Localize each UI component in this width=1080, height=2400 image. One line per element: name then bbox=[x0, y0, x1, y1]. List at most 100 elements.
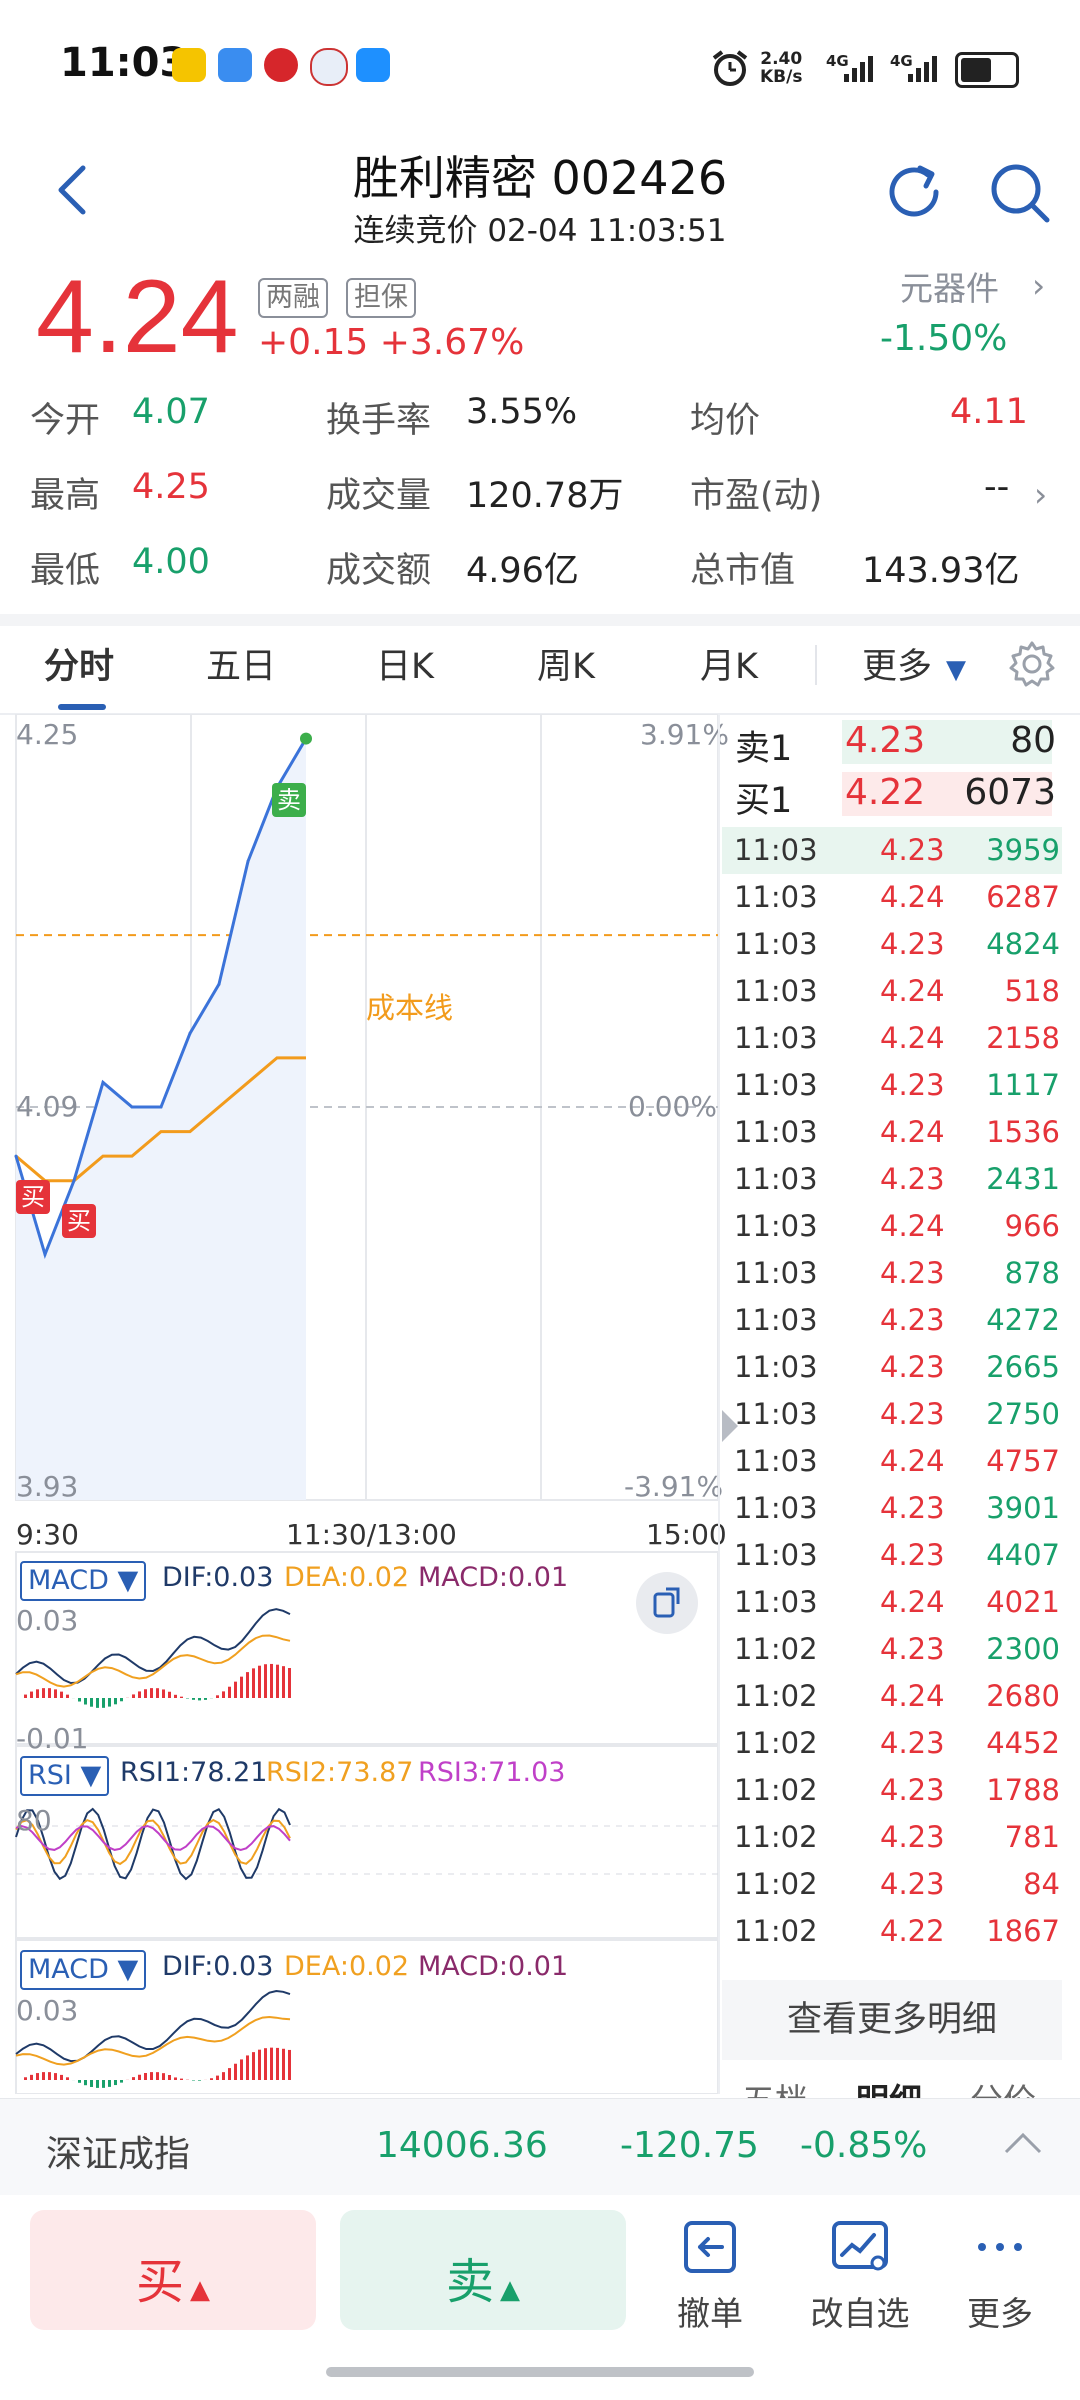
sell-marker[interactable]: 卖 bbox=[272, 783, 306, 817]
cancel-order-button[interactable]: 撤单 bbox=[650, 2215, 770, 2335]
tab-separator bbox=[815, 645, 817, 685]
ask1-volume: 80 bbox=[1010, 720, 1056, 761]
buy-button[interactable]: 买 ▲ bbox=[30, 2210, 316, 2330]
stat-value: 4.00 bbox=[132, 542, 210, 582]
triangle-up-icon: ▲ bbox=[190, 2275, 210, 2305]
tab-more[interactable]: 更多 ▼ bbox=[862, 647, 967, 687]
view-more-details-button[interactable]: 查看更多明细 bbox=[722, 1980, 1062, 2060]
rotate-icon bbox=[653, 1587, 680, 1618]
tick-time: 11:03 bbox=[734, 1585, 818, 1619]
tick-volume: 2431 bbox=[986, 1162, 1060, 1196]
rotate-screen-button[interactable] bbox=[636, 1572, 698, 1634]
macd-bar bbox=[156, 1688, 159, 1698]
tick-volume: 84 bbox=[1023, 1867, 1060, 1901]
tab-weekly-k[interactable]: 周K bbox=[537, 647, 595, 687]
price-point bbox=[14, 1154, 18, 1158]
macd-value: MACD:0.01 bbox=[418, 1951, 569, 1982]
tick-row: 11:03 4.24 4757 bbox=[722, 1438, 1062, 1485]
tick-time: 11:03 bbox=[734, 927, 818, 961]
dea-value: DEA:0.02 bbox=[284, 1951, 410, 1982]
stat-value: 143.93亿 bbox=[862, 551, 1020, 591]
macd-bar bbox=[66, 1694, 69, 1698]
gear-icon[interactable] bbox=[1008, 640, 1056, 688]
rsi-axis-mark: 80 bbox=[16, 1804, 52, 1837]
macd-bar bbox=[174, 2077, 177, 2080]
rsi-selector[interactable]: RSI ▼ bbox=[20, 1756, 110, 1796]
tick-volume: 4757 bbox=[986, 1444, 1060, 1478]
macd-bar bbox=[234, 1681, 237, 1698]
index-bar[interactable] bbox=[0, 2098, 1080, 2195]
stat-label: 成交量 bbox=[326, 476, 432, 516]
last-price: 4.24 bbox=[36, 259, 239, 375]
search-icon[interactable] bbox=[985, 158, 1055, 228]
section-divider bbox=[0, 614, 1080, 626]
status-bar: 11:03 2.40 KB/s 4G 4G bbox=[0, 0, 1080, 140]
tick-row: 11:02 4.23 781 bbox=[722, 1814, 1062, 1861]
back-icon[interactable] bbox=[45, 160, 105, 220]
tick-row: 11:03 4.23 4407 bbox=[722, 1532, 1062, 1579]
sector-link[interactable]: 元器件 bbox=[900, 269, 999, 308]
signal-label: 4G bbox=[826, 52, 849, 70]
battery-icon bbox=[955, 52, 1019, 88]
macd-bar bbox=[264, 2048, 267, 2080]
signal-bars-icon bbox=[908, 56, 937, 82]
chevron-right-icon: › bbox=[1032, 266, 1046, 305]
macd-bar bbox=[222, 2072, 225, 2080]
macd-bar bbox=[216, 2075, 219, 2080]
macd-bar bbox=[228, 1686, 231, 1698]
macd-bar bbox=[180, 2078, 183, 2080]
panel-divider bbox=[718, 714, 720, 2094]
tick-volume: 4824 bbox=[986, 927, 1060, 961]
tick-time: 11:03 bbox=[734, 1350, 818, 1384]
tick-price: 4.23 bbox=[880, 1773, 945, 1807]
tick-price: 4.23 bbox=[880, 1162, 945, 1196]
macd-bar bbox=[144, 1689, 147, 1698]
chevron-up-icon[interactable] bbox=[998, 2118, 1048, 2168]
tab-daily-k[interactable]: 日K bbox=[376, 647, 434, 687]
more-button[interactable]: 更多 bbox=[940, 2215, 1060, 2335]
tick-price: 4.24 bbox=[880, 1585, 945, 1619]
tick-row: 11:03 4.23 4824 bbox=[722, 921, 1062, 968]
macd-bar bbox=[210, 2078, 213, 2080]
more-dots-icon bbox=[978, 2243, 1022, 2251]
chevron-right-icon[interactable]: › bbox=[1034, 475, 1048, 514]
notification-app-icon bbox=[264, 48, 298, 82]
tick-price: 4.23 bbox=[880, 1256, 945, 1290]
tick-volume: 966 bbox=[1004, 1209, 1060, 1243]
refresh-icon[interactable] bbox=[880, 158, 948, 226]
price-point bbox=[72, 1179, 76, 1183]
macd-bar bbox=[54, 1689, 57, 1698]
index-change-pct: -0.85% bbox=[800, 2125, 928, 2166]
expand-arrow-icon[interactable] bbox=[722, 1410, 738, 1442]
macd-selector-2[interactable]: MACD ▼ bbox=[20, 1950, 147, 1990]
sell-button[interactable]: 卖 ▲ bbox=[340, 2210, 626, 2330]
stat-label: 成交额 bbox=[326, 551, 432, 591]
macd-bar bbox=[264, 1664, 267, 1698]
tab-monthly-k[interactable]: 月K bbox=[700, 647, 758, 687]
tab-five-day[interactable]: 五日 bbox=[206, 647, 277, 687]
macd-selector[interactable]: MACD ▼ bbox=[20, 1561, 147, 1601]
edit-watchlist-button[interactable]: 改自选 bbox=[800, 2215, 920, 2335]
tick-volume: 4452 bbox=[986, 1726, 1060, 1760]
macd-bar bbox=[132, 2077, 135, 2080]
tick-row: 11:03 4.24 966 bbox=[722, 1203, 1062, 1250]
rsi-panel bbox=[15, 1745, 718, 1939]
tab-intraday[interactable]: 分时 bbox=[44, 647, 115, 687]
macd-bar bbox=[204, 1698, 207, 1700]
signal-bars-icon bbox=[844, 56, 873, 82]
intraday-chart[interactable] bbox=[0, 714, 718, 2094]
buy-marker[interactable]: 买 bbox=[62, 1204, 96, 1238]
tick-price: 4.23 bbox=[880, 1867, 945, 1901]
macd-bar bbox=[156, 2072, 159, 2080]
tick-time: 11:02 bbox=[734, 1726, 818, 1760]
stat-label: 最低 bbox=[30, 551, 101, 591]
ask1-price: 4.23 bbox=[845, 720, 926, 761]
tick-price: 4.23 bbox=[880, 1350, 945, 1384]
macd-axis-low: -0.01 bbox=[16, 1722, 89, 1755]
y-axis-low: 3.93 bbox=[16, 1470, 79, 1503]
macd-bar bbox=[258, 2049, 261, 2080]
buy-marker[interactable]: 买 bbox=[16, 1180, 50, 1214]
macd-bar bbox=[96, 1698, 99, 1708]
price-point bbox=[101, 1080, 105, 1084]
stat-label: 总市值 bbox=[690, 551, 796, 591]
